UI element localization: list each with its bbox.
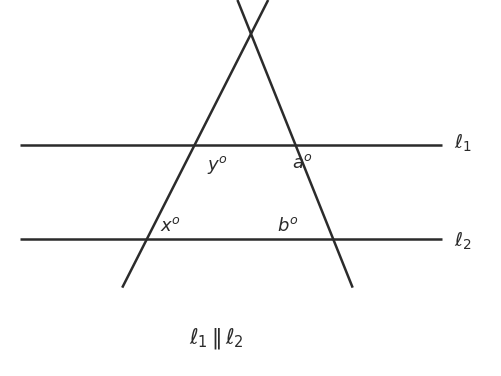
Text: $x^o$: $x^o$ [159, 217, 180, 235]
Text: $\ell_1$: $\ell_1$ [453, 132, 471, 154]
Text: $b^o$: $b^o$ [276, 217, 298, 235]
Text: $\ell_2$: $\ell_2$ [453, 229, 471, 252]
Text: $\ell_1 \,\|\, \ell_2$: $\ell_1 \,\|\, \ell_2$ [188, 326, 242, 351]
Text: $a^o$: $a^o$ [291, 154, 312, 172]
Text: $y^o$: $y^o$ [207, 154, 228, 176]
